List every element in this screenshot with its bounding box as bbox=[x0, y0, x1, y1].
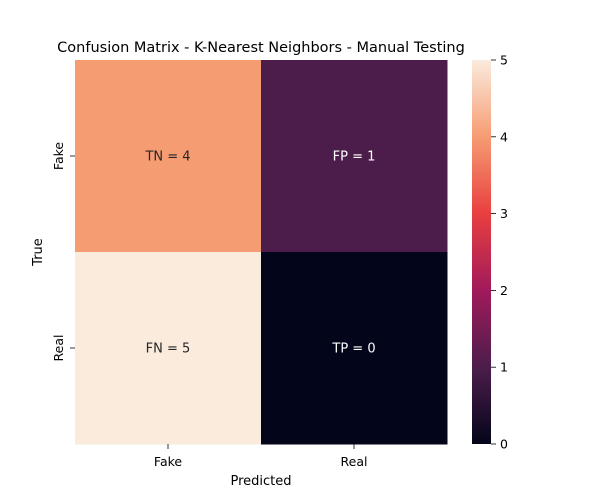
x-tick-label: Fake bbox=[154, 454, 182, 469]
x-tick-label: Real bbox=[341, 454, 368, 469]
y-tick-label: Real bbox=[51, 335, 66, 362]
y-axis-ticks: Fake Real bbox=[51, 142, 75, 362]
y-tick-label: Fake bbox=[51, 142, 66, 170]
colorbar-ticks: 0 1 2 3 4 5 bbox=[491, 53, 508, 452]
cell-label: FP = 1 bbox=[333, 150, 376, 165]
heatmap-cell bbox=[261, 60, 448, 253]
cell-label: TP = 0 bbox=[331, 342, 375, 357]
colorbar-tick-label: 5 bbox=[500, 53, 508, 68]
heatmap-cells bbox=[75, 60, 448, 445]
cell-label: TN = 4 bbox=[144, 150, 190, 165]
heatmap-cell bbox=[75, 60, 262, 253]
x-axis-label: Predicted bbox=[230, 474, 291, 489]
x-axis-ticks: Fake Real bbox=[154, 444, 368, 469]
colorbar-tick-label: 2 bbox=[500, 283, 508, 298]
cell-label: FN = 5 bbox=[146, 342, 191, 357]
y-axis-label: True bbox=[31, 238, 46, 267]
colorbar-tick-label: 1 bbox=[500, 360, 508, 375]
colorbar bbox=[472, 60, 491, 444]
colorbar-tick-label: 4 bbox=[500, 129, 508, 144]
chart-title: Confusion Matrix - K-Nearest Neighbors -… bbox=[57, 40, 465, 56]
colorbar-tick-label: 3 bbox=[500, 206, 508, 221]
heatmap-cell bbox=[75, 252, 262, 445]
heatmap-cell bbox=[261, 252, 448, 445]
heatmap-cell-labels: TN = 4 FP = 1 FN = 5 TP = 0 bbox=[144, 150, 375, 357]
colorbar-tick-label: 0 bbox=[500, 437, 508, 452]
